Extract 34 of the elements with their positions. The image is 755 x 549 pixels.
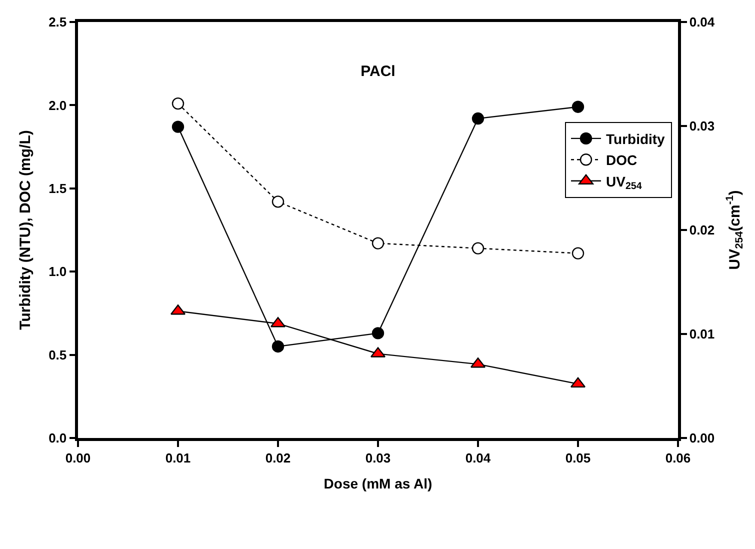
x-tick-label: 0.00 [65,450,91,466]
y-tick-label: 0.5 [48,347,67,362]
y-tick-label: 2.5 [48,14,67,30]
point [572,247,584,260]
x-tick-label: 0.01 [165,450,191,466]
x-tick-label: 0.02 [265,450,291,466]
x-axis-title: Dose (mM as Al) [324,476,432,492]
text: PACl [360,63,396,80]
y-tick-label: 0.0 [48,430,67,446]
point [272,340,284,353]
point [372,237,384,250]
x-tick-label: 0.05 [565,450,591,466]
y-axis-title: Turbidity (NTU), DOC (mg/L) [16,130,34,330]
point [172,120,184,133]
point [472,112,484,125]
y2-tick-label: 0.00 [689,430,715,446]
y-tick-label: 2.0 [48,98,67,113]
x-tick-label: 0.03 [365,450,391,466]
x-tick-label: 0.06 [665,450,691,466]
point [572,100,584,113]
x-tick-label: 0.04 [465,450,492,466]
y-tick-label: 1.0 [48,264,67,280]
y-tick-label: 1.5 [48,180,67,196]
y2-tick-label: 0.02 [689,222,715,238]
point [472,242,484,254]
legend-label: DOC [606,152,638,168]
point [372,327,384,340]
point [172,97,184,110]
y2-tick-label: 0.04 [689,14,716,30]
point [272,196,284,208]
y2-tick-label: 0.01 [689,326,715,342]
legend-label: Turbidity [606,130,666,147]
legend-label: UV$_{254}$ [606,173,642,192]
y2-tick-label: 0.03 [689,118,715,134]
